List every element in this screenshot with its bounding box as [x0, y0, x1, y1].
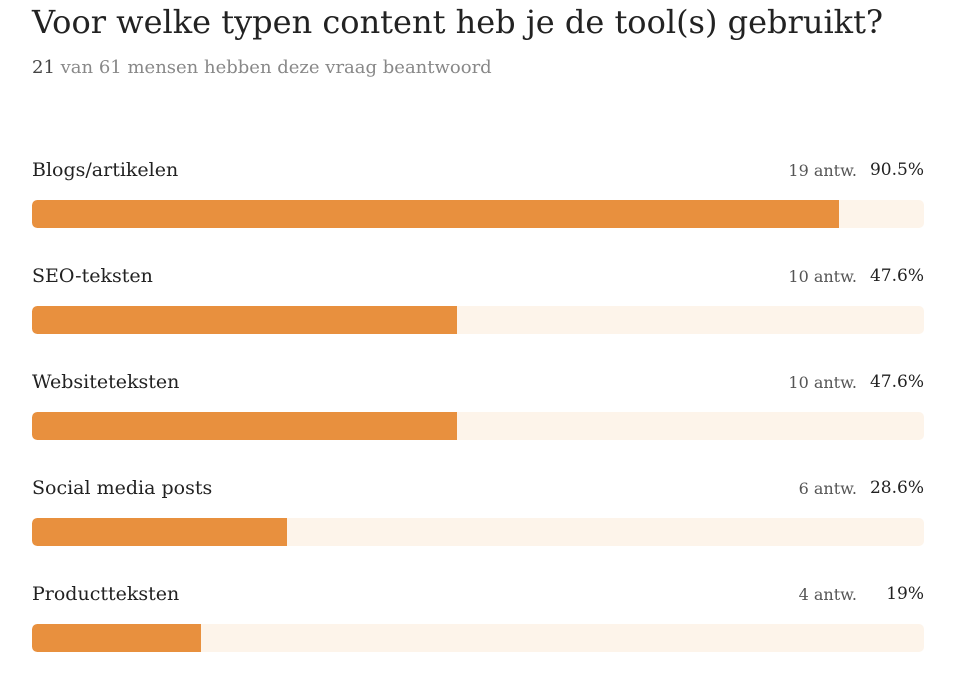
category-label: Social media posts: [32, 477, 213, 499]
category-label: Blogs/artikelen: [32, 159, 179, 181]
answer-count: 10 antw.: [788, 267, 857, 286]
answered-count: 21: [32, 57, 55, 78]
category-label: Websiteteksten: [32, 371, 180, 393]
category-label: Productteksten: [32, 583, 180, 605]
bar-fill: [32, 200, 840, 228]
bar-fill: [32, 306, 457, 334]
bar-chart: Blogs/artikelen 19 antw. 90.5% SEO-teksten 1…: [32, 155, 924, 685]
question-title: Voor welke typen content heb je de tool(…: [32, 3, 884, 41]
answer-count: 10 antw.: [788, 373, 857, 392]
bar-track: [32, 624, 924, 652]
bar-row: Productteksten 4 antw. 19%: [32, 579, 924, 685]
bar-row: SEO-teksten 10 antw. 47.6%: [32, 261, 924, 367]
percent-label: 47.6%: [869, 266, 924, 286]
bar-track: [32, 200, 924, 228]
answered-text: van 61 mensen hebben deze vraag beantwoo…: [60, 57, 492, 78]
bar-track: [32, 412, 924, 440]
bar-fill: [32, 412, 457, 440]
bar-track: [32, 306, 924, 334]
answer-count: 6 antw.: [798, 479, 857, 498]
bar-track: [32, 518, 924, 546]
bar-fill: [32, 624, 202, 652]
response-summary: 21 van 61 mensen hebben deze vraag beant…: [32, 56, 492, 80]
answer-count: 4 antw.: [798, 585, 857, 604]
bar-row: Blogs/artikelen 19 antw. 90.5%: [32, 155, 924, 261]
percent-label: 90.5%: [869, 160, 924, 180]
category-label: SEO-teksten: [32, 265, 153, 287]
bar-fill: [32, 518, 288, 546]
survey-result: Voor welke typen content heb je de tool(…: [32, 3, 924, 652]
bar-row: Social media posts 6 antw. 28.6%: [32, 473, 924, 579]
bar-row: Websiteteksten 10 antw. 47.6%: [32, 367, 924, 473]
percent-label: 19%: [886, 584, 924, 604]
answer-count: 19 antw.: [788, 161, 857, 180]
percent-label: 28.6%: [869, 478, 924, 498]
percent-label: 47.6%: [869, 372, 924, 392]
